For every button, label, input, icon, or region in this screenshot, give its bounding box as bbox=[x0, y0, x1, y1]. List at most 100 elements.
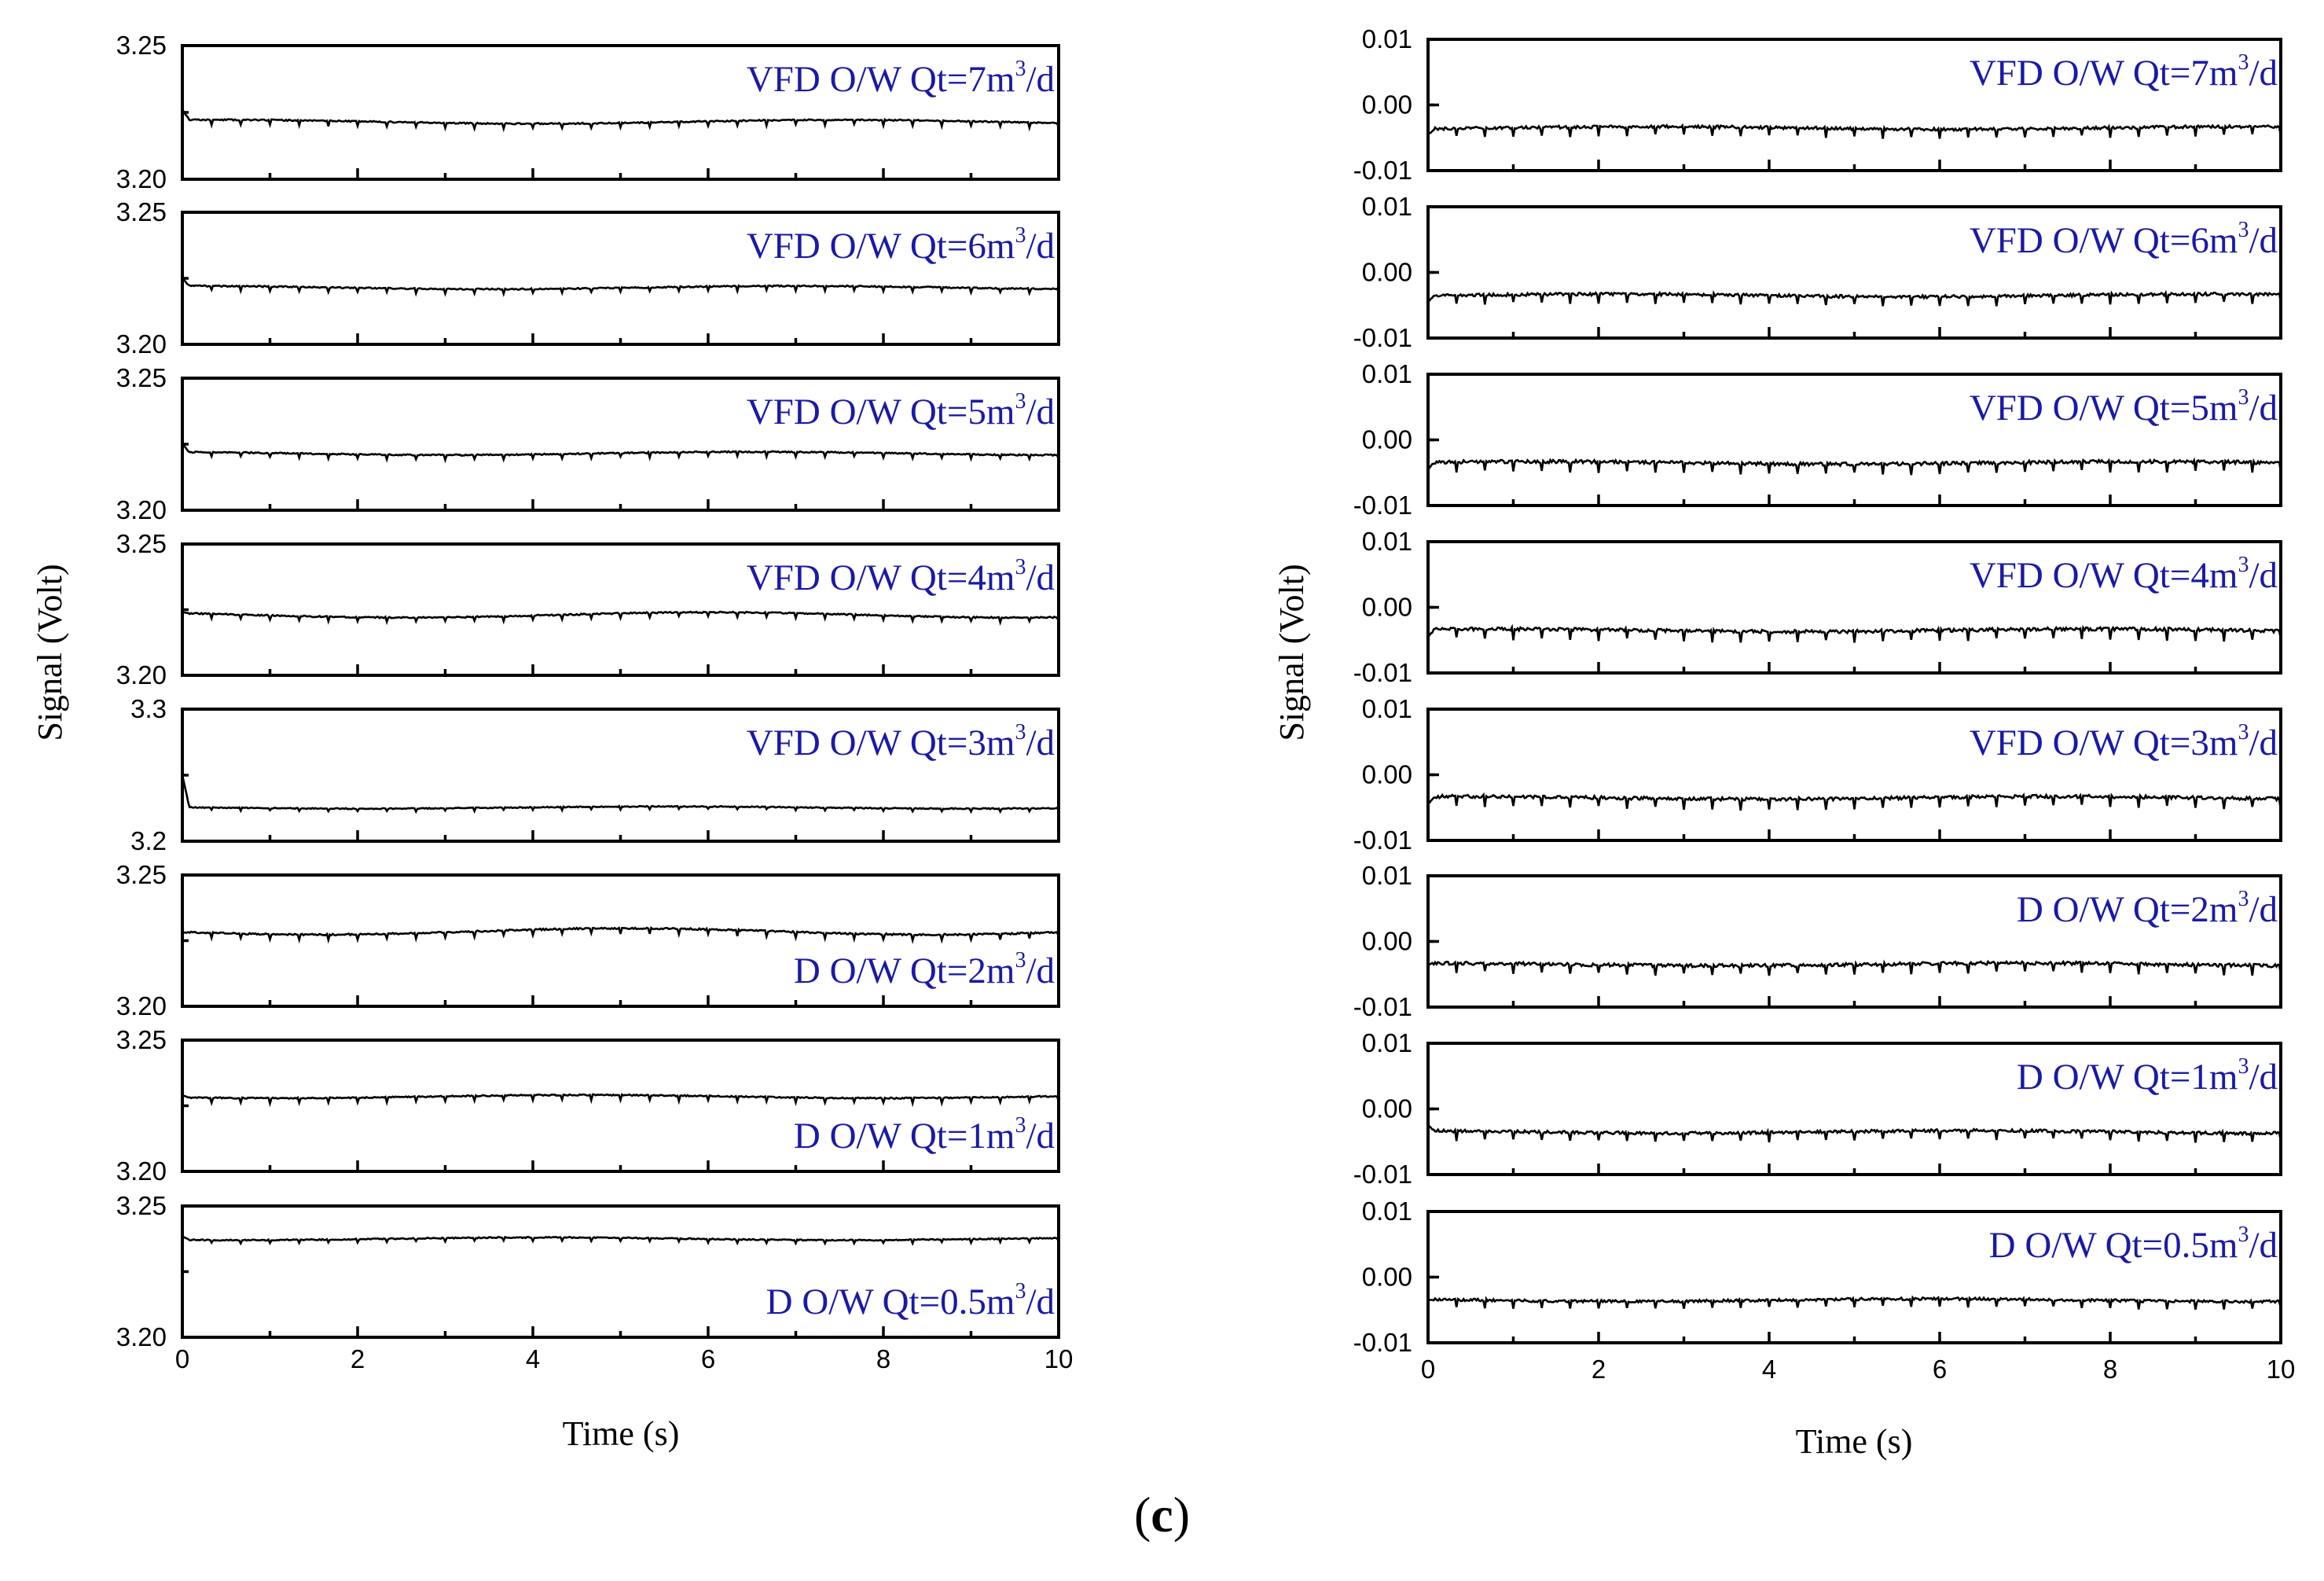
panel-annotation: VFD O/W Qt=4m3/d bbox=[747, 555, 1055, 598]
signal-trace bbox=[182, 278, 1060, 297]
y-tick-label: 0.00 bbox=[1362, 927, 1412, 956]
signal-trace bbox=[182, 1235, 1060, 1247]
y-tick-label: 3.20 bbox=[116, 495, 167, 524]
y-tick-label: -0.01 bbox=[1353, 1160, 1412, 1189]
y-tick-label: 3.20 bbox=[116, 991, 167, 1020]
right-xlabel: Time (s) bbox=[1796, 1422, 1913, 1461]
panel-1-2: -0.01 0.00 0.01 VFD O/W Qt=5m3/d bbox=[1353, 359, 2282, 520]
signal-trace bbox=[181, 774, 1060, 814]
y-tick-label: 3.25 bbox=[116, 197, 167, 226]
y-tick-label: 3.25 bbox=[116, 363, 167, 392]
y-tick-label: 0.00 bbox=[1362, 760, 1412, 789]
panel-annotation: VFD O/W Qt=6m3/d bbox=[1970, 218, 2278, 261]
panel-0-2: 3.20 3.25 VFD O/W Qt=5m3/d bbox=[116, 363, 1060, 524]
panel-annotation: VFD O/W Qt=6m3/d bbox=[747, 223, 1055, 267]
y-tick-label: 3.25 bbox=[116, 1025, 167, 1054]
y-tick-label: 3.25 bbox=[116, 1191, 167, 1220]
panel-0-0: 3.20 3.25 VFD O/W Qt=7m3/d bbox=[116, 31, 1060, 193]
panel-annotation: D O/W Qt=0.5m3/d bbox=[766, 1279, 1055, 1322]
y-tick-label: 3.25 bbox=[116, 31, 167, 60]
panel-annotation: D O/W Qt=1m3/d bbox=[2017, 1054, 2278, 1098]
panel-annotation: VFD O/W Qt=3m3/d bbox=[747, 720, 1055, 763]
y-tick-label: 0.00 bbox=[1362, 90, 1412, 119]
y-tick-label: 0.00 bbox=[1362, 1094, 1412, 1123]
panel-1-4: -0.01 0.00 0.01 VFD O/W Qt=3m3/d bbox=[1353, 694, 2282, 855]
x-tick-label: 8 bbox=[876, 1344, 890, 1373]
panel-1-7: -0.01 0.00 0.01 D O/W Qt=0.5m3/d bbox=[1353, 1197, 2282, 1357]
signal-trace bbox=[1427, 457, 2282, 476]
figure-caption: (c) bbox=[0, 1486, 2324, 1544]
panel-0-1: 3.20 3.25 VFD O/W Qt=6m3/d bbox=[116, 197, 1060, 358]
panel-0-7: 3.20 3.25 D O/W Qt=0.5m3/d bbox=[116, 1191, 1060, 1351]
signal-trace bbox=[1427, 792, 2282, 811]
panel-annotation: D O/W Qt=1m3/d bbox=[794, 1113, 1055, 1156]
signal-trace bbox=[182, 926, 1060, 944]
panel-annotation: D O/W Qt=2m3/d bbox=[794, 948, 1055, 991]
signal-trace bbox=[181, 108, 1060, 133]
panel-1-6: -0.01 0.00 0.01 D O/W Qt=1m3/d bbox=[1353, 1028, 2282, 1189]
y-tick-label: 0.01 bbox=[1362, 694, 1412, 723]
y-tick-label: 0.01 bbox=[1362, 527, 1412, 556]
y-tick-label: 0.00 bbox=[1362, 258, 1412, 287]
y-tick-label: 3.20 bbox=[116, 660, 167, 689]
y-tick-label: 3.25 bbox=[116, 860, 167, 889]
panel-0-6: 3.20 3.25 D O/W Qt=1m3/d bbox=[116, 1025, 1060, 1186]
y-tick-label: 3.3 bbox=[130, 694, 167, 723]
y-tick-label: 0.00 bbox=[1362, 593, 1412, 622]
y-tick-label: -0.01 bbox=[1353, 825, 1412, 855]
signal-trace bbox=[1428, 959, 2282, 976]
y-tick-label: 3.20 bbox=[116, 1322, 167, 1351]
chart-panels: 3.20 3.25 VFD O/W Qt=7m3/d 3.20 3.25 VFD O/W … bbox=[116, 24, 2296, 1384]
x-tick-label: 8 bbox=[2103, 1355, 2117, 1384]
panel-annotation: D O/W Qt=2m3/d bbox=[2017, 887, 2278, 930]
y-tick-label: -0.01 bbox=[1353, 156, 1412, 185]
y-tick-label: 0.01 bbox=[1362, 1028, 1412, 1057]
panel-1-0: -0.01 0.00 0.01 VFD O/W Qt=7m3/d bbox=[1353, 24, 2282, 185]
panel-0-4: 3.2 3.3 VFD O/W Qt=3m3/d bbox=[130, 694, 1060, 855]
y-tick-label: 3.20 bbox=[116, 1156, 167, 1186]
y-tick-label: 3.25 bbox=[116, 529, 167, 558]
y-tick-label: 3.20 bbox=[116, 329, 167, 358]
panel-annotation: VFD O/W Qt=3m3/d bbox=[1970, 720, 2278, 763]
signal-trace bbox=[182, 1093, 1060, 1108]
signal-trace bbox=[182, 610, 1060, 627]
panel-annotation: VFD O/W Qt=4m3/d bbox=[1970, 553, 2278, 596]
y-tick-label: 0.00 bbox=[1362, 1263, 1412, 1292]
panel-annotation: D O/W Qt=0.5m3/d bbox=[1989, 1223, 2278, 1266]
y-tick-label: 0.01 bbox=[1362, 1197, 1412, 1226]
y-tick-label: 3.20 bbox=[116, 164, 167, 193]
x-tick-label: 10 bbox=[2267, 1355, 2296, 1384]
y-tick-label: 0.01 bbox=[1362, 24, 1412, 53]
left-ylabel: Signal (Volt) bbox=[31, 564, 69, 741]
caption-close: ) bbox=[1173, 1487, 1191, 1542]
left-xlabel: Time (s) bbox=[563, 1414, 680, 1453]
signal-trace bbox=[182, 443, 1060, 464]
x-tick-label: 0 bbox=[1421, 1355, 1435, 1384]
panel-annotation: VFD O/W Qt=7m3/d bbox=[1970, 50, 2278, 94]
y-tick-label: -0.01 bbox=[1353, 992, 1412, 1021]
panel-0-5: 3.20 3.25 D O/W Qt=2m3/d bbox=[116, 860, 1060, 1020]
panel-annotation: VFD O/W Qt=5m3/d bbox=[747, 389, 1055, 432]
signal-trace bbox=[1427, 289, 2282, 307]
x-tick-label: 6 bbox=[1933, 1355, 1947, 1384]
x-tick-label: 10 bbox=[1045, 1344, 1074, 1373]
y-tick-label: -0.01 bbox=[1353, 491, 1412, 520]
signal-trace bbox=[1427, 1295, 2282, 1310]
x-tick-label: 2 bbox=[1592, 1355, 1606, 1384]
y-tick-label: 0.01 bbox=[1362, 359, 1412, 388]
signal-trace bbox=[1427, 623, 2282, 643]
y-tick-label: -0.01 bbox=[1353, 323, 1412, 352]
panel-annotation: VFD O/W Qt=7m3/d bbox=[747, 57, 1055, 100]
y-tick-label: -0.01 bbox=[1353, 658, 1412, 687]
signal-trace bbox=[1427, 123, 2282, 139]
signal-trace bbox=[1427, 1124, 2282, 1143]
x-tick-label: 6 bbox=[701, 1344, 715, 1373]
panel-1-3: -0.01 0.00 0.01 VFD O/W Qt=4m3/d bbox=[1353, 527, 2282, 687]
x-tick-label: 4 bbox=[1762, 1355, 1776, 1384]
right-ylabel: Signal (Volt) bbox=[1272, 564, 1311, 741]
panel-1-5: -0.01 0.00 0.01 D O/W Qt=2m3/d bbox=[1353, 861, 2282, 1021]
x-tick-label: 2 bbox=[351, 1344, 365, 1373]
x-tick-label: 4 bbox=[526, 1344, 540, 1373]
panel-0-3: 3.20 3.25 VFD O/W Qt=4m3/d bbox=[116, 529, 1060, 689]
